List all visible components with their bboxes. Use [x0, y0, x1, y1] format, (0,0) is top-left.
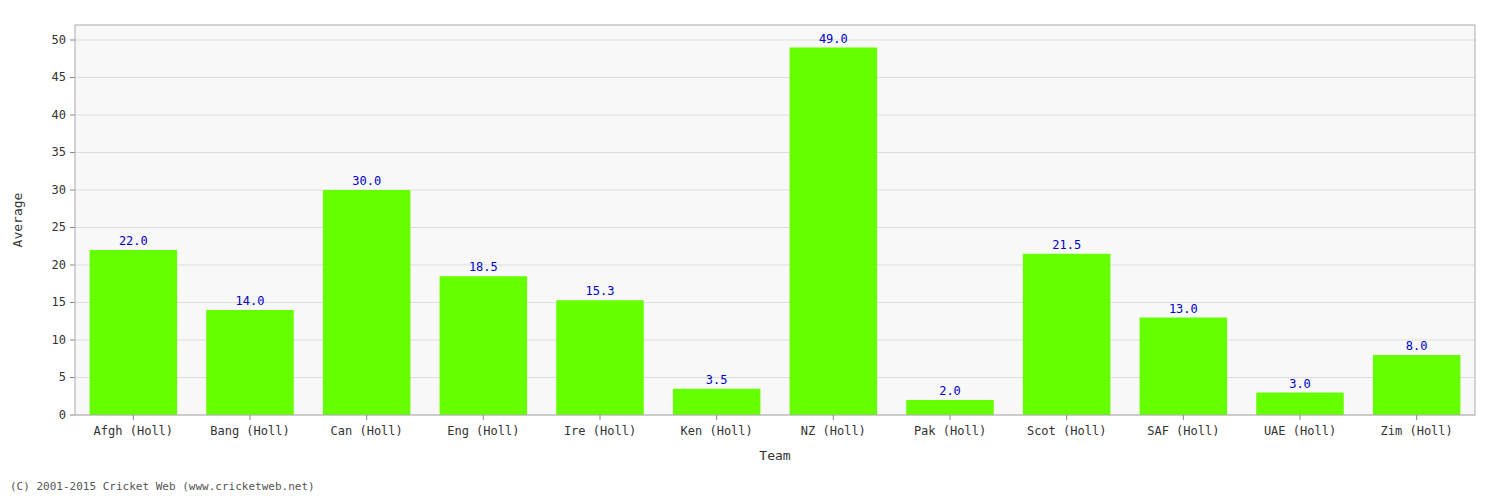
plot-background — [75, 25, 1475, 415]
x-tick — [250, 415, 251, 420]
bar — [906, 400, 994, 415]
bar — [1023, 254, 1111, 415]
y-tick-label: 30 — [52, 183, 66, 197]
y-tick-label: 50 — [52, 33, 66, 47]
bar — [323, 190, 411, 415]
data-label: 14.0 — [236, 294, 265, 308]
bar — [206, 310, 294, 415]
bar — [1373, 355, 1461, 415]
x-axis-label: Team — [759, 448, 790, 463]
y-tick-label: 45 — [52, 70, 66, 84]
x-tick-label: Ire (Holl) — [564, 424, 636, 438]
y-tick — [70, 265, 75, 266]
y-axis: 0 5 10 15 20 25 30 35 40 45 50 — [52, 33, 75, 422]
x-tick-label: Bang (Holl) — [210, 424, 289, 438]
x-tick-label: Zim (Holl) — [1381, 424, 1453, 438]
x-tick — [950, 415, 951, 420]
y-tick — [70, 152, 75, 153]
data-label: 13.0 — [1169, 302, 1198, 316]
x-tick — [1183, 415, 1184, 420]
data-label: 49.0 — [819, 32, 848, 46]
grid-line — [75, 227, 1475, 228]
x-tick — [1066, 415, 1067, 420]
y-tick — [70, 40, 75, 41]
y-tick-label: 5 — [59, 370, 66, 384]
data-label: 3.0 — [1289, 377, 1311, 391]
x-tick — [1416, 415, 1417, 420]
data-label: 15.3 — [586, 284, 615, 298]
y-tick-label: 0 — [59, 408, 66, 422]
data-label: 30.0 — [352, 174, 381, 188]
grid-line — [75, 40, 1475, 41]
y-tick — [70, 377, 75, 378]
bar — [556, 300, 644, 415]
grid-line — [75, 115, 1475, 116]
data-label: 3.5 — [706, 373, 728, 387]
data-label: 2.0 — [939, 384, 961, 398]
x-tick — [600, 415, 601, 420]
data-labels: 22.0 14.0 30.0 18.5 15.3 3.5 49.0 2.0 21.5 13.0 3.… — [119, 32, 1428, 399]
y-tick-label: 40 — [52, 108, 66, 122]
y-tick — [70, 227, 75, 228]
x-tick-label: Can (Holl) — [331, 424, 403, 438]
y-tick-label: 35 — [52, 145, 66, 159]
grid — [75, 40, 1475, 415]
plot-frame — [75, 25, 1475, 415]
grid-line — [75, 265, 1475, 266]
data-label: 21.5 — [1052, 238, 1081, 252]
y-tick-label: 15 — [52, 295, 66, 309]
bar — [440, 276, 528, 415]
x-tick-label: Pak (Holl) — [914, 424, 986, 438]
y-tick — [70, 340, 75, 341]
data-label: 18.5 — [469, 260, 498, 274]
grid-line — [75, 77, 1475, 78]
x-tick — [1300, 415, 1301, 420]
y-tick-label: 20 — [52, 258, 66, 272]
bar — [673, 389, 761, 415]
chart: 0 5 10 15 20 25 30 35 40 45 50 22.0 14.0 30.0 18.5 15.3… — [0, 0, 1500, 500]
x-tick — [833, 415, 834, 420]
y-tick-label: 25 — [52, 220, 66, 234]
bar — [90, 250, 178, 415]
footer-text: (C) 2001-2015 Cricket Web (www.cricketwe… — [10, 480, 315, 493]
chart-container: 0 5 10 15 20 25 30 35 40 45 50 22.0 14.0 30.0 18.5 15.3… — [0, 0, 1500, 500]
x-tick — [133, 415, 134, 420]
y-tick-label: 10 — [52, 333, 66, 347]
grid-line — [75, 152, 1475, 153]
x-tick-label: NZ (Holl) — [801, 424, 866, 438]
x-axis: Afgh (Holl) Bang (Holl) Can (Holl) Eng (Hol… — [94, 415, 1453, 438]
y-tick — [70, 302, 75, 303]
x-tick-label: UAE (Holl) — [1264, 424, 1336, 438]
data-label: 8.0 — [1406, 339, 1428, 353]
x-tick — [483, 415, 484, 420]
y-tick — [70, 190, 75, 191]
x-tick — [366, 415, 367, 420]
x-tick-label: Scot (Holl) — [1027, 424, 1106, 438]
x-tick-label: Ken (Holl) — [681, 424, 753, 438]
y-axis-label: Average — [10, 192, 25, 247]
bar — [1256, 393, 1344, 416]
x-tick — [716, 415, 717, 420]
y-tick — [70, 77, 75, 78]
bars — [90, 48, 1461, 416]
x-tick-label: Eng (Holl) — [447, 424, 519, 438]
data-label: 22.0 — [119, 234, 148, 248]
y-tick — [70, 115, 75, 116]
bar — [790, 48, 878, 416]
grid-line — [75, 190, 1475, 191]
x-tick-label: Afgh (Holl) — [94, 424, 173, 438]
bar — [1140, 318, 1228, 416]
y-tick — [70, 415, 75, 416]
x-tick-label: SAF (Holl) — [1147, 424, 1219, 438]
grid-line — [75, 302, 1475, 303]
